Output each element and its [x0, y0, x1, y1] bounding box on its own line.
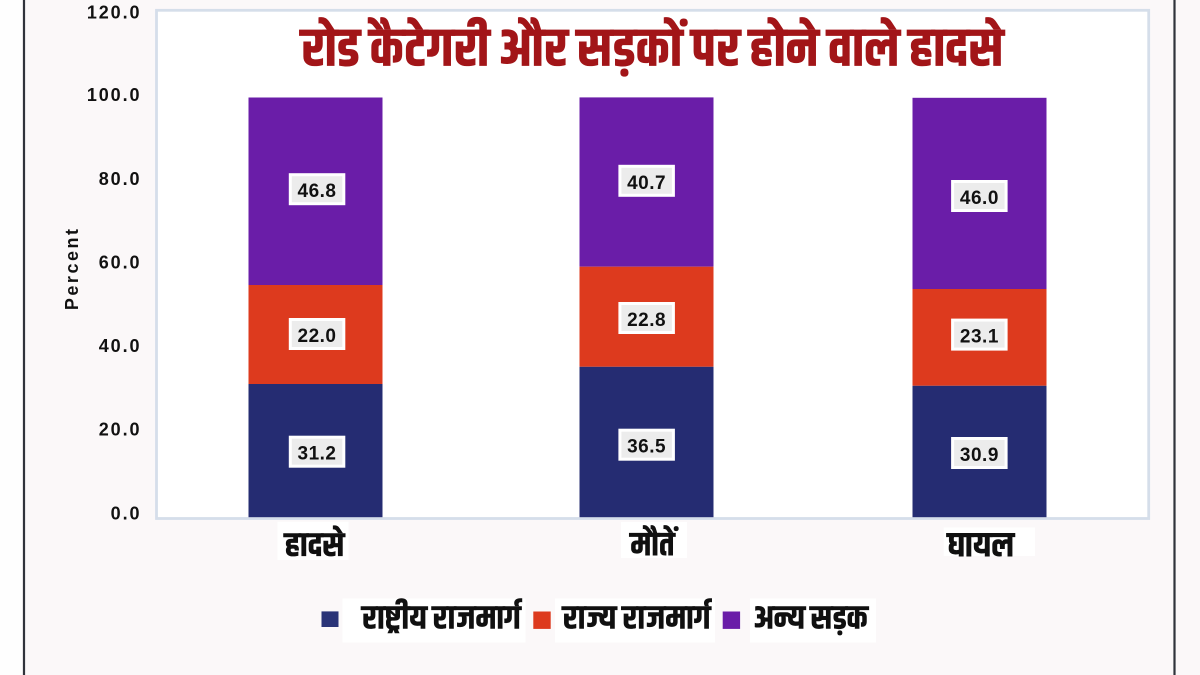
svg-text:20.0: 20.0: [99, 420, 142, 440]
svg-text:36.5: 36.5: [627, 437, 666, 458]
svg-text:46.0: 46.0: [960, 188, 999, 209]
svg-text:Percent: Percent: [62, 227, 82, 311]
svg-text:31.2: 31.2: [298, 444, 337, 465]
svg-text:30.9: 30.9: [960, 445, 999, 466]
svg-text:40.7: 40.7: [627, 173, 666, 194]
svg-text:22.0: 22.0: [298, 326, 337, 347]
svg-text:46.8: 46.8: [298, 181, 337, 202]
svg-text:100.0: 100.0: [87, 85, 142, 105]
svg-text:0.0: 0.0: [111, 503, 142, 523]
svg-text:40.0: 40.0: [99, 336, 142, 356]
svg-text:22.8: 22.8: [627, 310, 666, 331]
svg-text:60.0: 60.0: [99, 252, 142, 272]
svg-text:80.0: 80.0: [99, 169, 142, 189]
svg-text:23.1: 23.1: [960, 327, 999, 348]
svg-text:120.0: 120.0: [87, 3, 142, 23]
